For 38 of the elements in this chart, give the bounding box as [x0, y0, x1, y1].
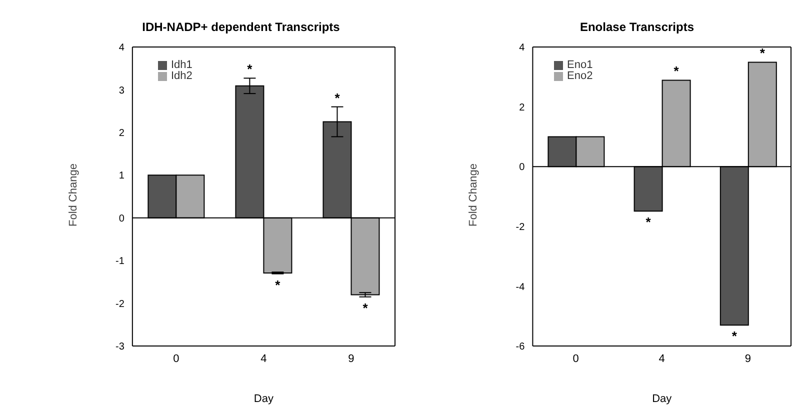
y-tick-label: -6 [516, 342, 526, 353]
y-tick-label: -1 [116, 256, 125, 268]
legend-label: Idh1 [171, 59, 192, 71]
y-axis-title: Fold Change [67, 164, 80, 226]
legend-label: Eno2 [567, 70, 593, 82]
y-tick-label: 4 [519, 42, 526, 54]
data-label: * [334, 90, 341, 106]
y-tick-label: 0 [118, 213, 125, 224]
x-tick-label: 9 [348, 352, 354, 365]
y-tick-label: 4 [118, 42, 125, 54]
x-tick-label: 4 [260, 352, 267, 365]
y-tick-label: 2 [519, 102, 526, 114]
data-label: * [732, 328, 738, 344]
data-label: * [247, 62, 254, 77]
legend-label: Idh2 [171, 70, 192, 82]
legend-label: Eno1 [567, 59, 593, 71]
data-label: * [362, 300, 369, 316]
x-tick-label: 0 [173, 352, 180, 365]
y-tick-label: -2 [516, 222, 526, 233]
x-axis-title: Day [254, 393, 274, 405]
x-tick-label: 0 [572, 352, 579, 365]
data-label: * [674, 64, 680, 79]
x-tick-label: 4 [658, 352, 665, 365]
data-label: * [646, 214, 652, 230]
data-label: * [760, 46, 766, 61]
y-tick-label: 1 [118, 170, 125, 182]
chart-title: IDH-NADP+ dependent Transcripts [141, 19, 341, 36]
x-tick-label: 9 [744, 352, 752, 365]
x-axis-title: Day [652, 393, 672, 405]
y-tick-label: -3 [116, 342, 125, 353]
y-axis-title: Fold Change [468, 164, 480, 226]
y-tick-label: 0 [519, 162, 526, 174]
y-tick-label: 3 [118, 85, 125, 96]
data-label: * [275, 277, 282, 292]
y-tick-label: 2 [118, 128, 125, 139]
y-tick-label: -2 [116, 298, 125, 310]
chart-title: Enolase Transcripts [578, 19, 696, 36]
y-tick-label: -4 [516, 282, 526, 293]
